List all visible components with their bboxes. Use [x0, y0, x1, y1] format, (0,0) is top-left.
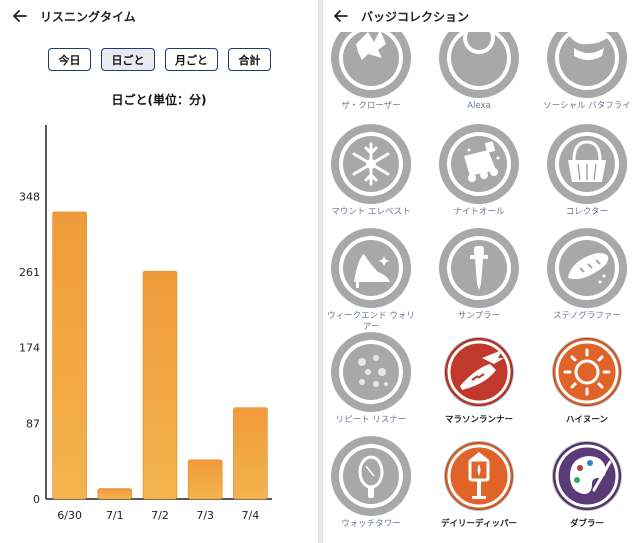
winged-shoe-icon — [444, 337, 514, 407]
bar[interactable] — [97, 488, 133, 500]
badge-label: マウント エレベスト — [331, 207, 411, 217]
mirror-icon — [331, 436, 411, 516]
pane-divider — [318, 0, 323, 543]
x-tick-label: 7/4 — [242, 509, 260, 522]
badge-item[interactable]: サンプラー — [431, 224, 527, 328]
palette-icon — [552, 441, 622, 511]
badge-label: リピート リスナー — [335, 415, 407, 425]
badge-label: ナイトオール — [453, 207, 505, 217]
badge-label: ザ・クローザー — [341, 101, 401, 111]
back-arrow-icon[interactable] — [10, 6, 30, 26]
bar[interactable] — [52, 211, 87, 500]
wolf-icon — [331, 32, 411, 98]
badge-label: ステノグラファー — [553, 311, 621, 321]
badge-label: Alexa — [467, 101, 491, 111]
badge-item[interactable]: ハイヌーン — [539, 328, 635, 432]
badge-collection-screen: バッジコレクション ザ・クローザー Alexa ソーシャル バタフライマウント エレ… — [323, 0, 640, 543]
badge-item[interactable]: Alexa — [431, 32, 527, 118]
bar-chart: 6/30 7/1 7/2 7/3 7/4 0 87 174 261 348 — [19, 125, 272, 522]
badge-label: ウォッチタワー — [341, 519, 401, 529]
badge-item[interactable]: ソーシャル バタフライ — [539, 32, 635, 118]
badge-item[interactable]: ステノグラファー — [539, 224, 635, 328]
x-tick-label: 6/30 — [57, 509, 82, 522]
y-tick-label: 174 — [19, 342, 40, 355]
train-icon — [439, 124, 519, 204]
alexa-icon — [439, 32, 519, 98]
badge-grid: ザ・クローザー Alexa ソーシャル バタフライマウント エレベスト ナイトオール コ… — [323, 32, 640, 543]
badge-label: ダブラー — [569, 519, 604, 529]
basket-icon — [547, 124, 627, 204]
bar[interactable] — [187, 459, 223, 500]
x-tick-label: 7/1 — [106, 509, 124, 522]
badge-label: ソーシャル バタフライ — [543, 101, 631, 111]
badge-item[interactable]: ザ・クローザー — [323, 32, 419, 118]
baguette-icon — [547, 228, 627, 308]
sun-icon — [552, 337, 622, 407]
badge-item[interactable]: コレクター — [539, 120, 635, 224]
y-tick-label: 0 — [33, 493, 40, 506]
tab-total[interactable]: 合計 — [228, 48, 271, 71]
page-title: バッジコレクション — [361, 10, 470, 24]
badge-item[interactable]: マウント エレベスト — [323, 120, 419, 224]
bar[interactable] — [142, 270, 178, 500]
badge-label: ハイヌーン — [566, 415, 608, 425]
badge-label: デイリーディッパー — [441, 519, 517, 529]
y-tick-label: 87 — [26, 417, 40, 430]
y-tick-label: 261 — [19, 266, 40, 279]
badge-item[interactable]: リピート リスナー — [323, 328, 419, 432]
badge-item[interactable]: ダブラー — [539, 432, 635, 536]
chart-title: 日ごと(単位：分) — [111, 93, 207, 107]
listening-time-screen: リスニングタイム 今日 日ごと 月ごと 合計 日ごと(単位：分) 6/30 7/1… — [0, 0, 318, 543]
x-tick-label: 7/2 — [151, 509, 169, 522]
x-tick-label: 7/3 — [196, 509, 214, 522]
dropper-icon — [439, 228, 519, 308]
badge-item[interactable]: マラソンランナー — [431, 328, 527, 432]
page-title: リスニングタイム — [40, 10, 136, 24]
badge-label: ウィークエンド ウォリアー — [327, 311, 415, 332]
snowflake-icon — [331, 124, 411, 204]
back-arrow-icon[interactable] — [331, 6, 351, 26]
tab-daily[interactable]: 日ごと — [101, 48, 155, 71]
butterfly-hand-icon — [547, 32, 627, 98]
badge-label: マラソンランナー — [444, 415, 513, 425]
badge-item[interactable]: ウィークエンド ウォリアー — [323, 224, 419, 332]
tab-monthly[interactable]: 月ごと — [165, 48, 218, 71]
app-bar: リスニングタイム — [0, 0, 318, 32]
badge-item[interactable]: ナイトオール — [431, 120, 527, 224]
badge-item[interactable]: デイリーディッパー — [431, 432, 527, 536]
bar[interactable] — [233, 407, 268, 500]
badge-label: サンプラー — [457, 311, 501, 321]
badge-label: コレクター — [565, 207, 609, 217]
y-tick-label: 348 — [19, 190, 40, 203]
badge-item[interactable]: ウォッチタワー — [323, 432, 419, 536]
cookie-icon — [331, 332, 411, 412]
high-heel-icon — [331, 228, 411, 308]
lantern-icon — [444, 441, 514, 511]
tab-today[interactable]: 今日 — [48, 48, 91, 71]
